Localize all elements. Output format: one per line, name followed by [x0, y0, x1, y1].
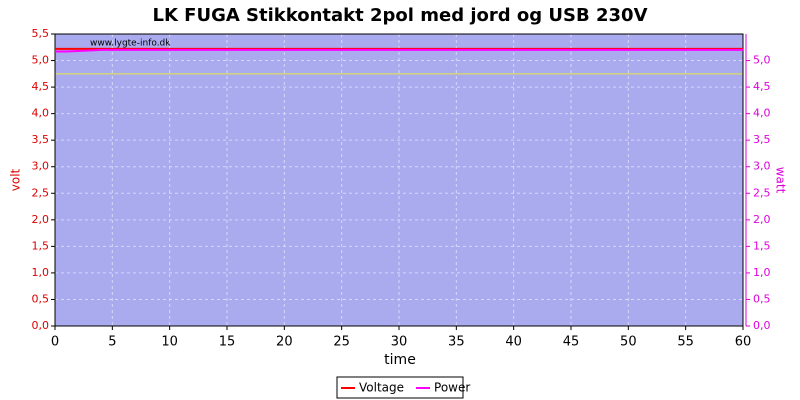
y-tick-label: 2,5 — [32, 186, 50, 199]
y-axis-label: volt — [9, 168, 23, 191]
y-tick-label: 4,0 — [32, 107, 50, 120]
x-tick-label: 35 — [448, 335, 465, 350]
legend-label: Voltage — [359, 381, 404, 395]
y2-tick-label: 2,5 — [753, 186, 771, 199]
y2-tick-label: 1,5 — [753, 239, 771, 252]
plot-border — [54, 33, 744, 327]
y-tick-label: 1,0 — [32, 266, 50, 279]
y2-tick-label: 2,0 — [753, 213, 771, 226]
x-tick-label: 0 — [51, 335, 59, 350]
series-line — [55, 48, 743, 53]
y2-tick-label: 4,0 — [753, 107, 771, 120]
x-tick-label: 10 — [161, 335, 178, 350]
x-tick-label: 5 — [108, 335, 116, 350]
y-tick-label: 0,5 — [32, 292, 50, 305]
y2-tick-label: 5,0 — [753, 54, 771, 67]
x-tick-label: 20 — [276, 335, 293, 350]
y-tick-label: 5,5 — [32, 27, 50, 40]
legend-label: Power — [434, 381, 470, 395]
x-tick-label: 15 — [219, 335, 236, 350]
watermark: www.lygte-info.dk — [90, 39, 171, 49]
x-axis-label: time — [384, 352, 416, 368]
y-tick-label: 3,5 — [32, 133, 50, 146]
x-tick-label: 55 — [677, 335, 694, 350]
y2-tick-label: 0,0 — [753, 319, 771, 332]
x-tick-label: 25 — [333, 335, 350, 350]
x-tick-label: 45 — [563, 335, 580, 350]
y-tick-label: 2,0 — [32, 213, 50, 226]
x-tick-label: 60 — [735, 335, 752, 350]
y-tick-label: 5,0 — [32, 54, 50, 67]
y-tick-label: 3,0 — [32, 160, 50, 173]
y-tick-label: 0,0 — [32, 319, 50, 332]
x-tick-label: 30 — [391, 335, 408, 350]
y-tick-label: 4,5 — [32, 80, 50, 93]
y2-tick-label: 1,0 — [753, 266, 771, 279]
y2-tick-label: 3,5 — [753, 133, 771, 146]
y2-tick-label: 4,5 — [753, 80, 771, 93]
chart-title: LK FUGA Stikkontakt 2pol med jord og USB… — [152, 5, 647, 26]
legend — [336, 376, 464, 399]
y2-tick-label: 3,0 — [753, 160, 771, 173]
y2-axis-label: watt — [774, 167, 788, 194]
y-tick-label: 1,5 — [32, 239, 50, 252]
y2-tick-label: 0,5 — [753, 292, 771, 305]
x-tick-label: 40 — [505, 335, 522, 350]
x-tick-label: 50 — [620, 335, 637, 350]
